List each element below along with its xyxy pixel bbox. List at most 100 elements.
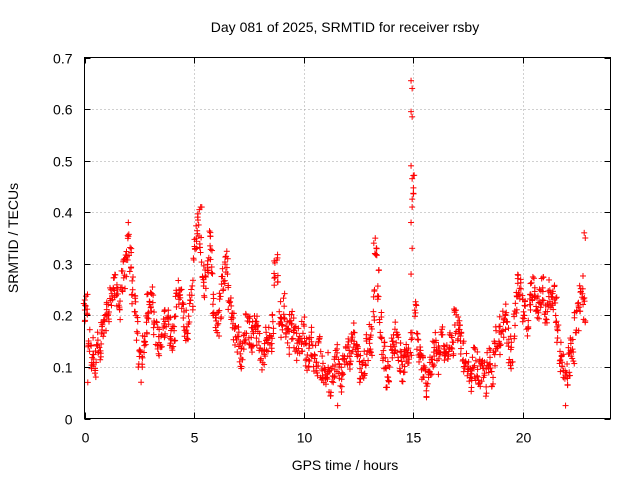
data-point (559, 363, 566, 370)
data-point (158, 343, 165, 350)
data-point (280, 311, 287, 318)
data-point (303, 356, 310, 363)
data-point (564, 360, 571, 367)
data-point (551, 282, 558, 289)
data-point (468, 370, 475, 377)
data-point (111, 274, 118, 281)
data-point (127, 244, 134, 251)
data-point (511, 335, 518, 342)
data-point (290, 329, 297, 336)
data-point (96, 344, 103, 351)
data-point (286, 351, 293, 358)
data-point (409, 335, 416, 342)
data-point (125, 219, 132, 226)
data-point (102, 327, 109, 334)
data-point (557, 339, 564, 346)
data-point (288, 321, 295, 328)
data-point (527, 306, 534, 313)
data-point (85, 338, 92, 345)
data-point (271, 257, 278, 264)
data-point (497, 351, 504, 358)
data-point (479, 357, 486, 364)
data-point (145, 309, 152, 316)
data-point (414, 330, 421, 337)
data-point (285, 325, 292, 332)
data-point (129, 300, 136, 307)
data-point (474, 373, 481, 380)
data-point (132, 295, 139, 302)
data-point (308, 324, 315, 331)
data-point (450, 352, 457, 359)
data-point (172, 313, 179, 320)
data-point (198, 234, 205, 241)
data-point (389, 354, 396, 361)
data-point (215, 320, 222, 327)
data-point (338, 364, 345, 371)
data-point (271, 275, 278, 282)
data-point (371, 288, 378, 295)
data-point (295, 325, 302, 332)
data-point (553, 318, 560, 325)
data-point (186, 300, 193, 307)
data-point (161, 332, 168, 339)
data-point (193, 222, 200, 229)
data-point (394, 331, 401, 338)
data-point (105, 316, 112, 323)
data-point (184, 335, 191, 342)
data-point (214, 329, 221, 336)
data-point (144, 310, 151, 317)
data-point (404, 350, 411, 357)
data-point (448, 334, 455, 341)
data-point (407, 349, 414, 356)
data-point (571, 360, 578, 367)
data-point (262, 353, 269, 360)
data-point (435, 371, 442, 378)
y-tick-label: 0.1 (53, 360, 73, 376)
data-point (419, 354, 426, 361)
data-point (144, 314, 151, 321)
data-point (123, 273, 130, 280)
data-point (464, 368, 471, 375)
data-point (295, 345, 302, 352)
data-point (581, 229, 588, 236)
data-point (278, 321, 285, 328)
data-point (451, 307, 458, 314)
data-point (463, 350, 470, 357)
data-point (92, 367, 99, 374)
data-point (184, 323, 191, 330)
data-point (151, 309, 158, 316)
data-point (581, 294, 588, 301)
data-point (538, 301, 545, 308)
data-point (218, 314, 225, 321)
data-point (533, 303, 540, 310)
data-point (193, 245, 200, 252)
data-point (315, 362, 322, 369)
data-point (249, 324, 256, 331)
data-point (370, 240, 377, 247)
data-point (483, 390, 490, 397)
data-point (195, 221, 202, 228)
data-point (168, 345, 175, 352)
data-point (555, 322, 562, 329)
data-point (378, 334, 385, 341)
data-point (234, 349, 241, 356)
data-point (290, 315, 297, 322)
data-point (509, 358, 516, 365)
data-point (461, 365, 468, 372)
data-point (183, 307, 190, 314)
data-point (90, 351, 97, 358)
data-point (552, 299, 559, 306)
data-point (194, 210, 201, 217)
data-point (94, 329, 101, 336)
data-point (313, 359, 320, 366)
data-point (558, 353, 565, 360)
data-point (380, 347, 387, 354)
data-point (230, 314, 237, 321)
data-point (417, 344, 424, 351)
data-point (337, 382, 344, 389)
data-point (427, 371, 434, 378)
data-point (306, 358, 313, 365)
data-point (375, 267, 382, 274)
data-point (185, 313, 192, 320)
y-tick-label: 0.6 (53, 102, 73, 118)
